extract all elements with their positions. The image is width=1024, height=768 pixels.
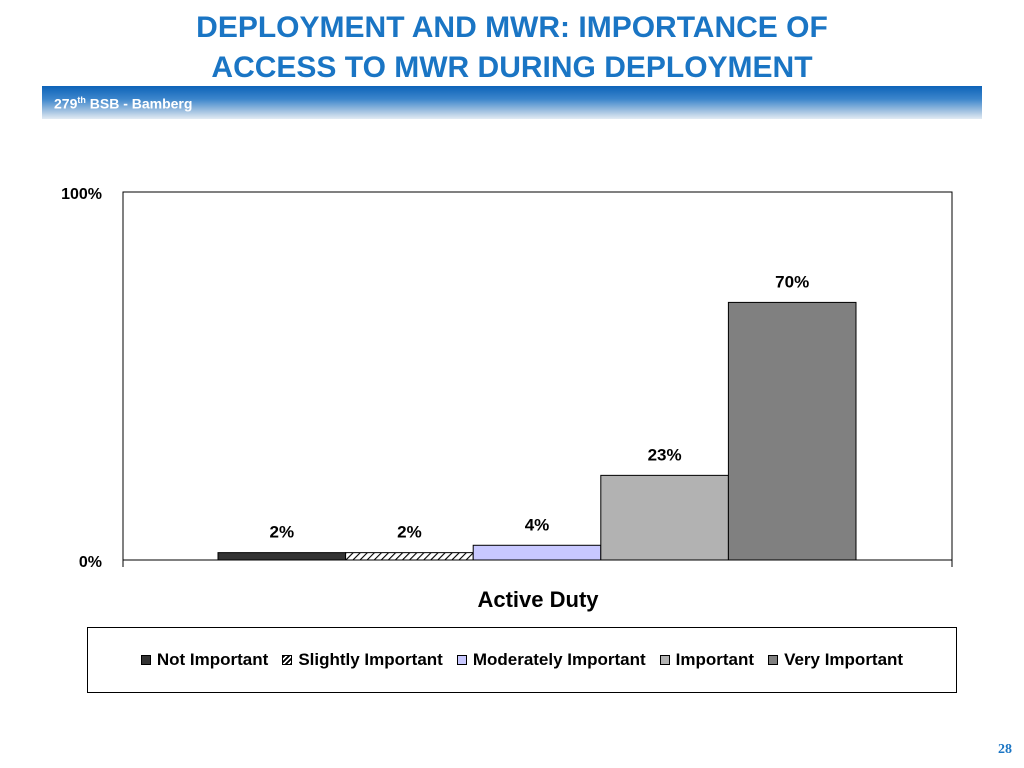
x-axis-label: Active Duty [477,587,599,612]
legend-label: Moderately Important [472,650,646,669]
legend-swatch [768,655,779,665]
banner-suffix: BSB - Bamberg [85,95,193,112]
legend-item-not-important: Not Important [140,650,269,670]
slide-title: DEPLOYMENT AND MWR: IMPORTANCE OF ACCESS… [0,8,1024,88]
title-line-1: DEPLOYMENT AND MWR: IMPORTANCE OF [196,11,828,44]
bar-moderately-important [472,544,602,561]
legend-item-moderately-important: Moderately Important [456,650,646,670]
data-label-very-important: 70% [775,272,809,291]
legend-swatch [659,655,670,665]
bar-chart: 2% 2% 4% 23% 70% 100% 0% Active Duty [61,186,953,612]
legend-label: Not Important [156,650,269,669]
legend-item-slightly-important: Slightly Important [282,650,443,670]
bar-important [600,474,729,561]
legend-item-important: Important [659,650,755,670]
banner-text: 279th BSB - Bamberg [54,95,192,112]
bar-slightly-important [345,552,474,561]
legend-swatch [140,655,151,665]
legend-label: Important [675,650,755,669]
data-label-important: 23% [648,445,682,464]
bar-not-important [217,552,347,561]
banner-sup: th [77,95,86,105]
chart-legend: Not Important Slightly Important Moderat… [87,627,957,693]
legend-item-very-important: Very Important [768,650,903,670]
legend-swatch [456,655,467,665]
data-label-moderately-important: 4% [525,515,550,534]
banner-prefix: 279 [54,95,78,112]
bar-very-important [727,301,857,561]
y-tick-0: 0% [79,554,102,571]
y-tick-100: 100% [61,186,102,203]
data-label-not-important: 2% [270,523,295,542]
data-label-slightly-important: 2% [397,523,422,542]
page-number: 28 [998,742,1012,757]
title-line-2: ACCESS TO MWR DURING DEPLOYMENT [211,51,813,84]
legend-label: Very Important [784,650,904,669]
legend-swatch [282,655,293,665]
legend-label: Slightly Important [298,650,443,669]
header-banner: 279th BSB - Bamberg [42,86,982,119]
